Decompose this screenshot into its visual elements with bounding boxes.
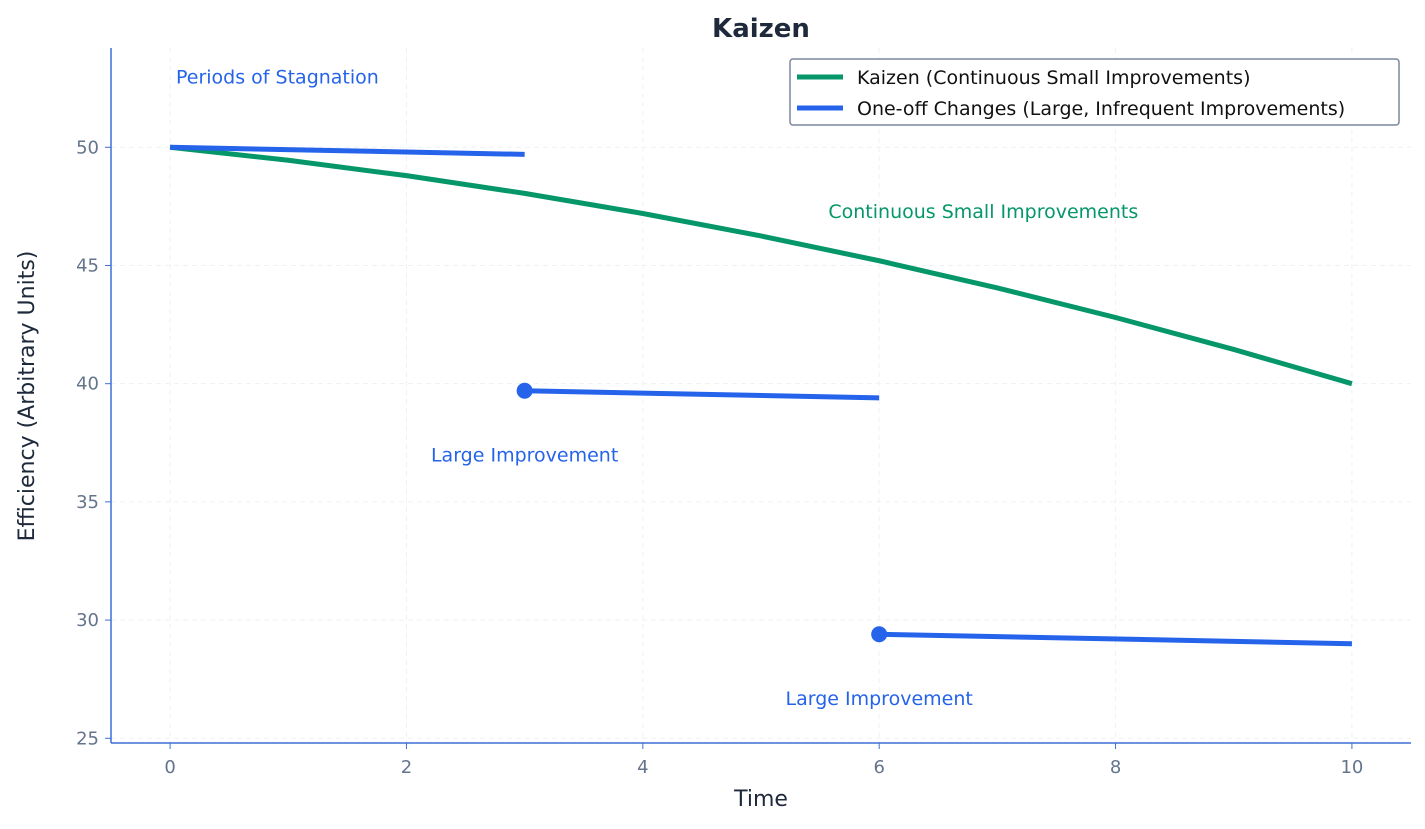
annotation: Large Improvement [786, 688, 973, 710]
plot-area: Periods of Stagnation Continuous Small Im… [169, 66, 1353, 710]
legend-label-oneoff: One-off Changes (Large, Infrequent Impro… [857, 98, 1345, 120]
x-axis-label: Time [733, 787, 788, 812]
axes: 0 2 4 6 8 10 25 30 35 40 45 50 [76, 48, 1411, 778]
y-tick-label: 45 [76, 255, 99, 276]
legend-box [789, 58, 1400, 126]
y-tick-label: 25 [76, 728, 99, 749]
chart-title: Kaizen [712, 14, 810, 44]
oneoff-segment [170, 144, 525, 157]
oneoff-segment [879, 631, 1352, 647]
oneoff-segment [524, 388, 880, 401]
kaizen-line [169, 144, 1353, 387]
x-tick-label: 0 [164, 757, 175, 778]
x-tick-label: 4 [637, 757, 648, 778]
legend-label-kaizen: Kaizen (Continuous Small Improvements) [857, 67, 1251, 89]
y-tick-label: 40 [76, 374, 99, 395]
x-tick-label: 6 [873, 757, 884, 778]
y-axis-label: Efficiency (Arbitrary Units) [15, 251, 40, 542]
y-tick-label: 50 [76, 137, 99, 158]
oneoff-marker [516, 382, 533, 399]
x-tick-label: 8 [1110, 757, 1121, 778]
x-tick-label: 2 [401, 757, 412, 778]
legend: Kaizen (Continuous Small Improvements) O… [789, 58, 1400, 126]
annotation: Large Improvement [431, 445, 618, 467]
annotation: Continuous Small Improvements [828, 201, 1138, 223]
oneoff-marker [871, 626, 888, 643]
y-tick-label: 30 [76, 610, 99, 631]
y-tick-label: 35 [76, 492, 99, 513]
x-tick-label: 10 [1340, 757, 1363, 778]
annotation: Periods of Stagnation [176, 66, 379, 88]
